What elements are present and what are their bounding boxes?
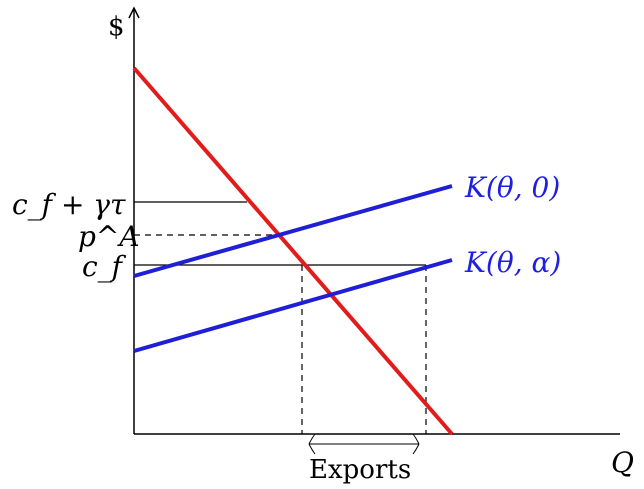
label-pA: p^A	[78, 220, 140, 253]
supply-curve-k-theta-alpha	[133, 258, 453, 353]
exports-bracket	[308, 433, 420, 455]
supply-curve-k-theta-0	[133, 184, 453, 278]
demand-curve	[132, 66, 454, 436]
label-k-theta-alpha: K(θ, α)	[464, 246, 561, 279]
label-cf-plus-gamma-tau: c_f + γτ	[12, 188, 126, 221]
label-k-theta-0: K(θ, 0)	[464, 171, 560, 204]
label-cf-text: c_f	[82, 250, 127, 283]
label-exports: Exports	[309, 455, 411, 485]
y-axis-arrowhead	[128, 6, 140, 19]
y-axis-label: $	[108, 12, 125, 42]
label-cf-plus-gamma-tau-text: c_f + γτ	[12, 188, 126, 221]
label-cf: c_f	[82, 250, 127, 283]
x-axis-label: Q	[611, 446, 634, 479]
label-pA-text: p^A	[78, 220, 140, 253]
